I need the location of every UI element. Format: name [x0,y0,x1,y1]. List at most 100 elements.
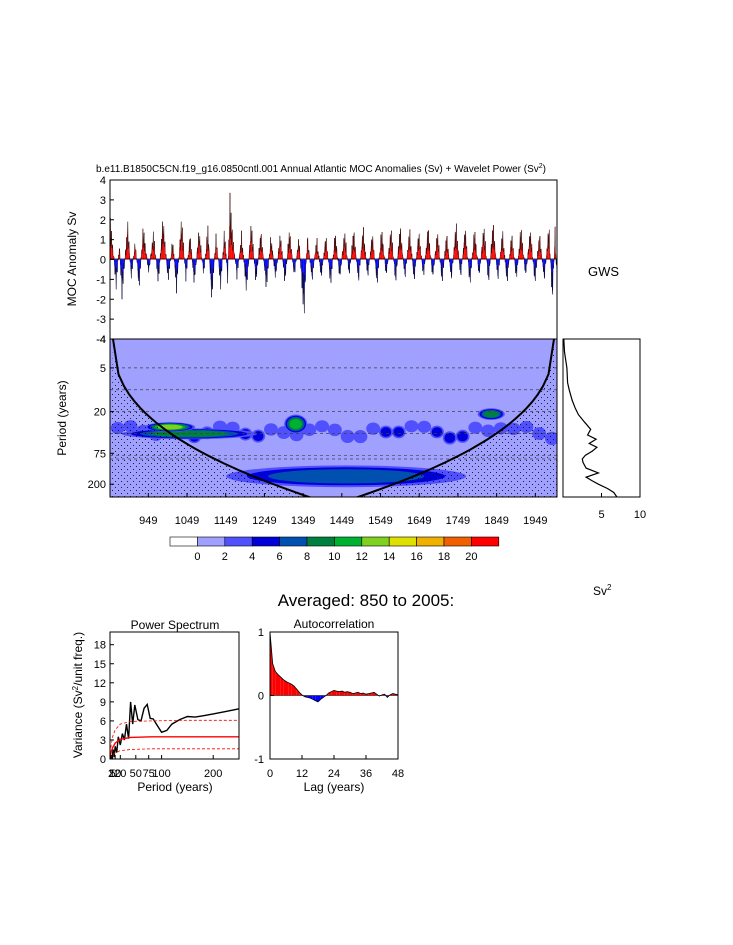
colorbar-swatch [416,536,445,547]
anomaly-outline [109,192,558,314]
autocorr-segment [294,685,297,696]
power-spectrum-frame [109,631,240,760]
gws-panel: 5 10 [562,338,646,521]
x-tick-label: 1749 [446,515,470,527]
power-spectrum-title: Power Spectrum [131,618,220,632]
autocorr-segment [318,695,321,702]
wavelet-y-label: Period (years) [55,380,69,455]
autocorr-segment [347,691,350,696]
wavelet-contour [268,469,425,484]
y-tick-label: 1 [100,235,106,247]
colorbar-label: 6 [277,551,283,563]
autocorr-segment [291,684,294,696]
x-tick-label: 1449 [330,515,354,527]
autocorr-segment [344,691,348,696]
wavelet-contour [264,423,278,436]
autocorr-segment [310,695,313,700]
moc-anomaly-panel: 4 3 2 1 0 -1 -2 -3 -4 MOC Anomaly Sv [65,175,558,346]
y-tick-label: 3 [100,195,106,207]
autocorr-segment [358,692,361,696]
autocorr-segment [350,692,353,696]
colorbar-label: 16 [410,551,422,563]
autocorr-segment [336,691,340,696]
x-tick-label: 5 [110,768,116,780]
wavelet-contour [417,420,432,433]
x-tick-label: 1849 [484,515,508,527]
wavelet-y-axis: -4 5 20 75 200 [88,334,114,491]
x-tick-label: 50 [130,768,142,780]
autocorr-segment [315,695,318,702]
y-tick-label: 5 [100,363,106,375]
wavelet-contour [340,429,355,443]
wavelet-contour [327,423,342,437]
autocorr-segment [296,689,300,696]
colorbar-label: 18 [438,551,450,563]
wavelet-contour [431,427,443,437]
wavelet-contour [481,424,496,438]
autocorrelation-area [269,631,399,703]
colorbar-label: 10 [328,551,340,563]
x-tick-label: 10 [109,768,121,780]
autocorr-segment [328,691,332,696]
wavelet-contour [366,422,381,435]
y-tick-label: 75 [94,448,106,460]
x-tick-label: 949 [139,515,157,527]
wavelet-frame [109,338,558,498]
spectrum-series [109,736,239,757]
autocorrelation-title: Autocorrelation [294,617,375,631]
x-tick-label: 36 [360,768,372,780]
y-tick-label: -4 [96,334,106,346]
colorbar-swatch [388,536,417,547]
wavelet-contour [457,431,468,442]
power-spectrum-lines [109,701,240,760]
y-tick-label: 15 [94,659,106,671]
x-tick-label: 75 [143,768,155,780]
y-tick-label: 3 [100,735,106,747]
power-spectrum-y-label: Variance (Sv2/unit freq.) [71,632,85,758]
gws-frame [562,338,641,498]
power-spectrum-x-label: Period (years) [137,780,212,794]
x-tick-label: 100 [152,768,170,780]
y-tick-label: 0 [100,255,106,267]
colorbar-unit: Sv2 [593,583,612,598]
ts-y-label: MOC Anomaly Sv [65,212,79,307]
y-tick-label: 0 [258,691,264,703]
x-tick-label: 0 [267,768,273,780]
autocorr-segment [272,663,276,696]
colorbar: 0 2 4 6 8 10 12 14 16 18 20 [169,536,500,563]
ts-y-axis: 4 3 2 1 0 -1 -2 -3 -4 [96,175,114,346]
moc-anomaly-bars [109,192,558,314]
gws-label: GWS [588,264,619,279]
colorbar-label: 8 [304,551,310,563]
colorbar-swatch [334,536,363,547]
autocorr-segment [283,679,286,696]
x-tick-label: 1149 [214,515,238,527]
colorbar-swatch [443,536,472,547]
wavelet-contour [315,420,330,433]
autocorr-line [269,631,399,703]
x-tick-label: 200 [204,768,222,780]
spectrum-series [110,701,240,760]
y-tick-label: -4 [96,334,106,346]
wavelet-contour [289,419,302,430]
y-tick-label: 20 [94,407,106,419]
wavelet-contour [404,420,419,433]
colorbar-label: 2 [222,551,228,563]
y-tick-label: -1 [96,274,106,286]
wavelet-contour [353,430,368,444]
y-tick-label: 4 [100,175,106,187]
y-tick-label: 2 [100,215,106,227]
autocorrelation-panel: Autocorrelation -101 0 12 24 36 48 Lag (year… [254,617,404,794]
colorbar-swatch [197,536,226,547]
wavelet-contour [444,432,456,443]
autocorrelation-x-label: Lag (years) [304,780,365,794]
autocorrelation-x-axis: 0 12 24 36 48 [267,755,404,780]
x-tick-label: 2 [108,768,114,780]
autocorr-segment [339,691,342,696]
x-tick-label: 1049 [175,515,199,527]
x-tick-label: 1349 [291,515,315,527]
autocorr-segment [286,681,289,696]
y-tick-label: -3 [96,314,106,326]
